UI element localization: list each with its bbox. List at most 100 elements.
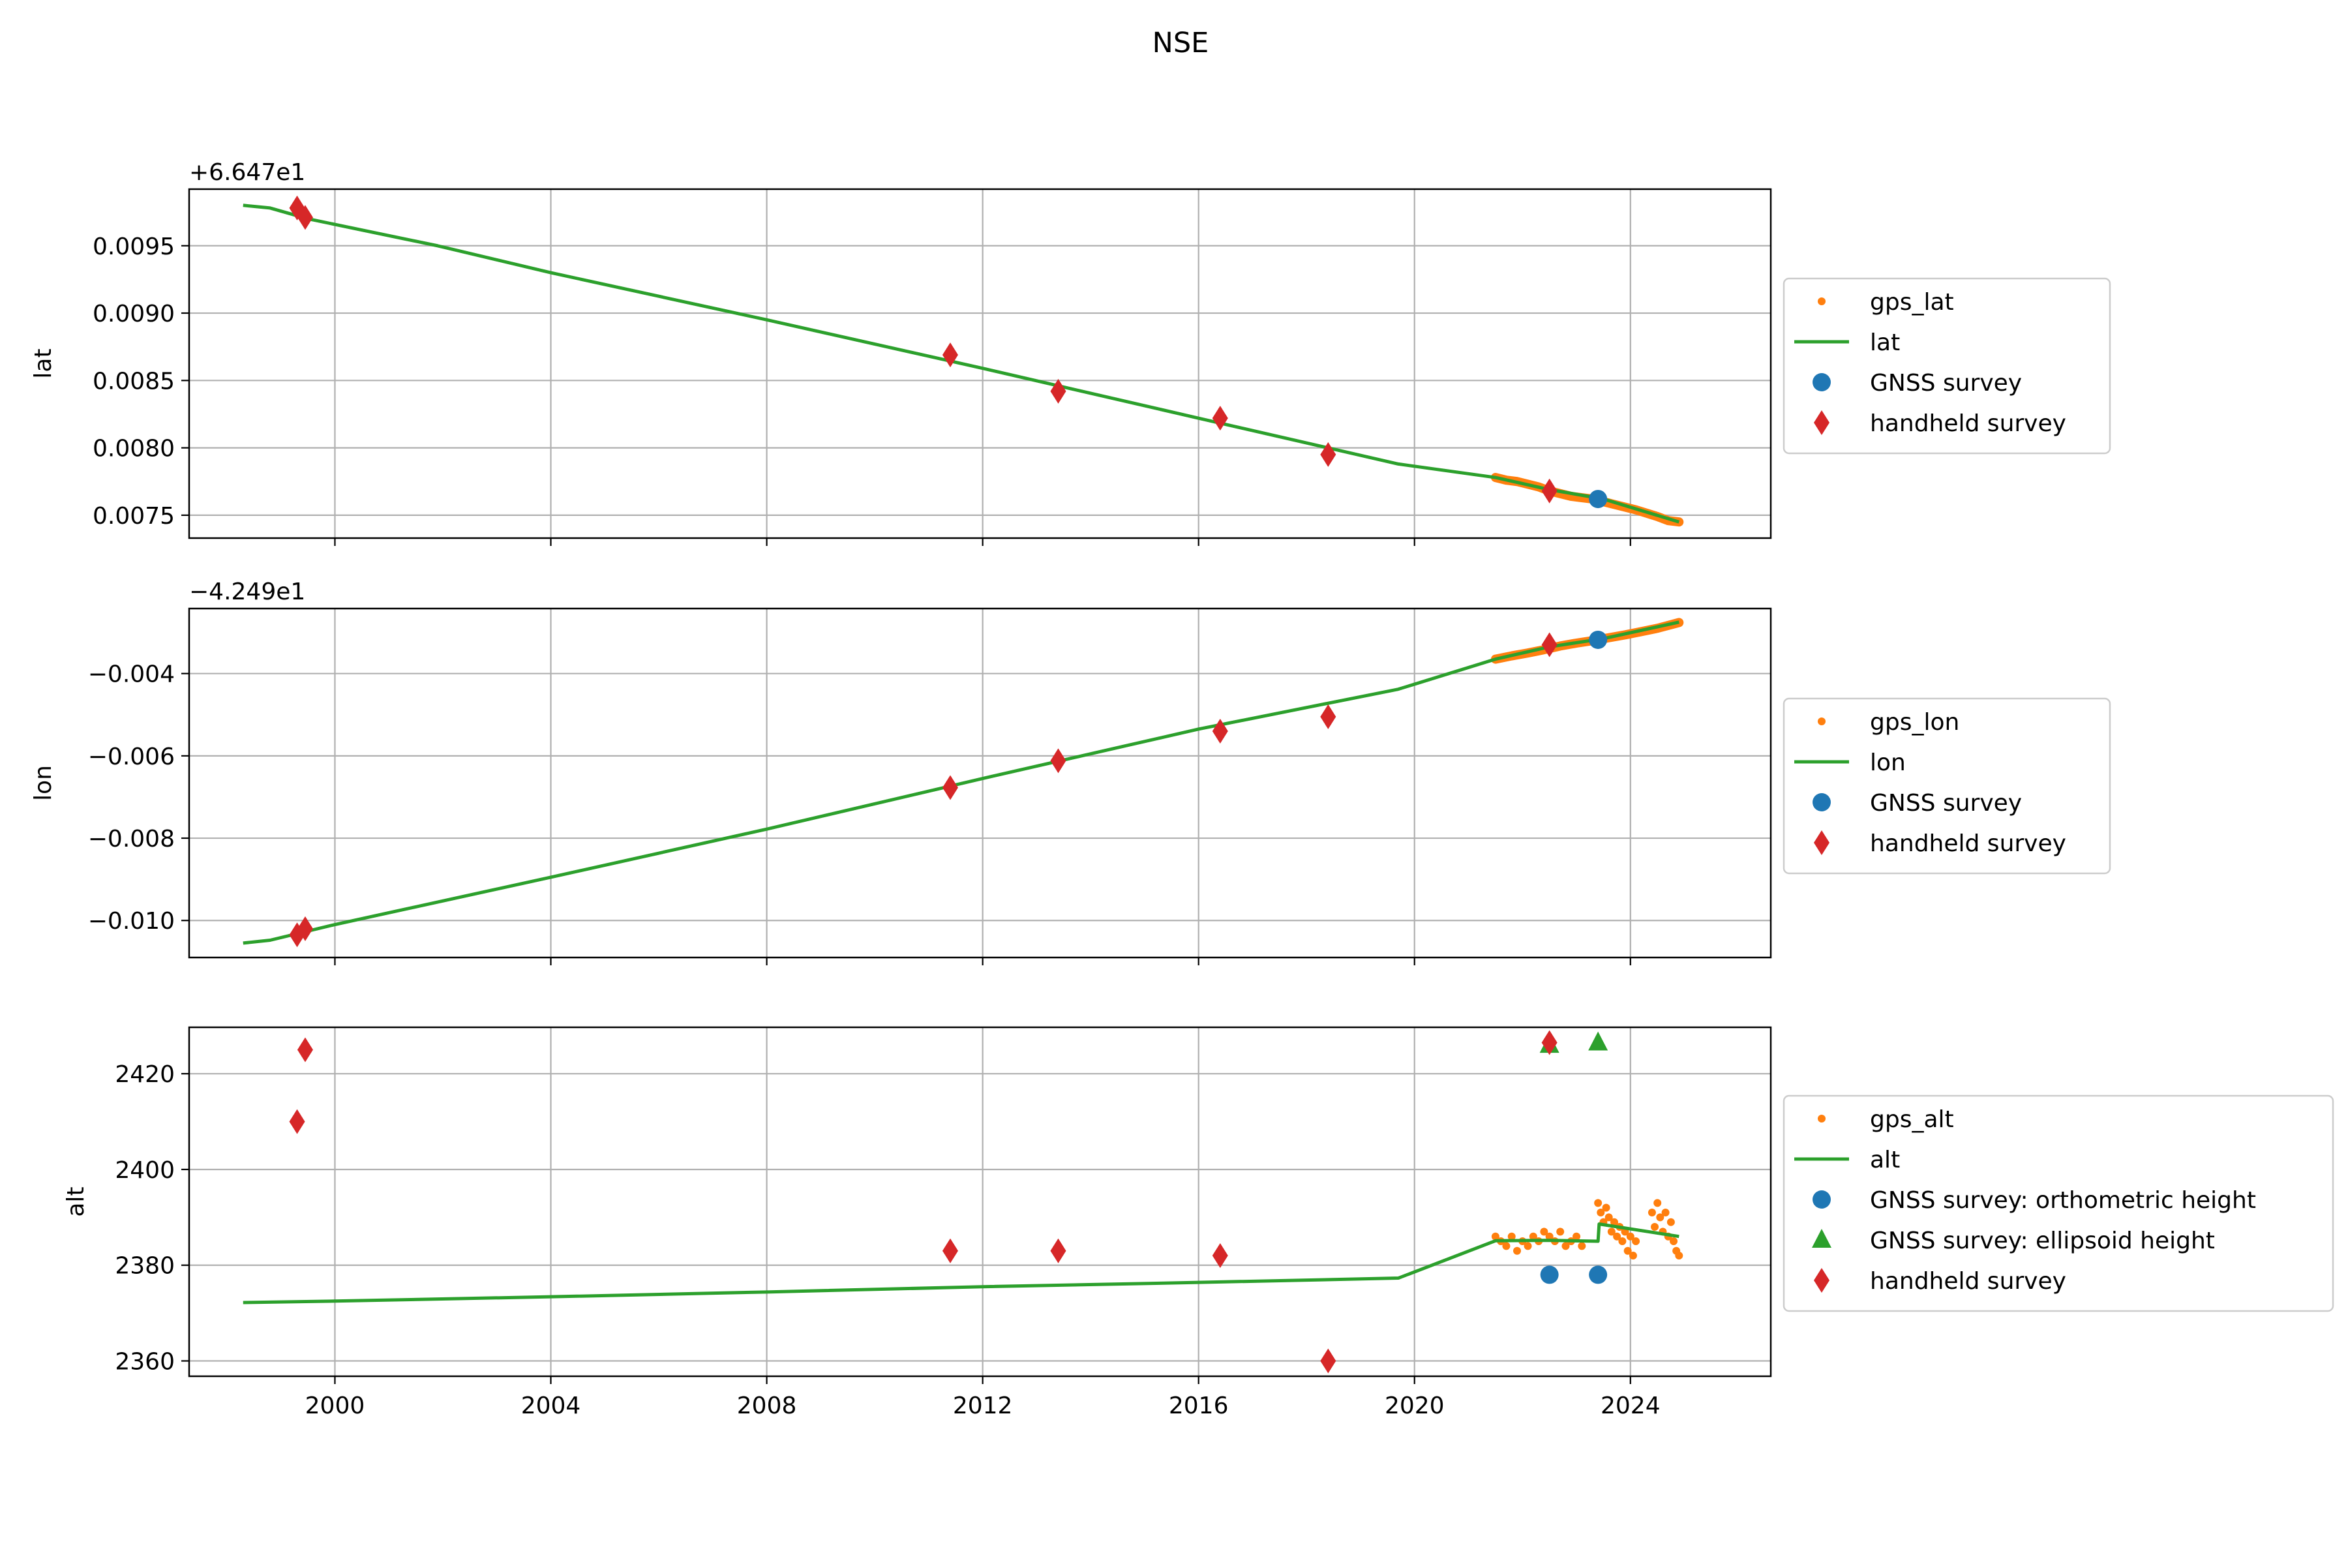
y-tick-label: 0.0095 [93,234,175,260]
figure-title: NSE [1152,27,1209,59]
data-point-gps_alt [1578,1242,1586,1250]
data-point-gps_alt [1573,1232,1581,1241]
data-point-gps_alt [1540,1228,1548,1236]
data-point-gps_alt [1618,1237,1627,1246]
data-point-handheld-survey [1541,478,1558,504]
data-point-gps_alt [1607,1228,1616,1236]
x-tick-label: 2024 [1601,1393,1661,1419]
legend-label: gps_lon [1870,709,1959,736]
legend-swatch-diamond [1814,410,1829,435]
data-point-gnss-survey-orthometric-height [1589,1265,1608,1284]
plot-data-lat [243,195,1684,527]
data-point-handheld-survey [1212,406,1228,431]
data-point-gps_alt [1653,1199,1662,1207]
legend-swatch-circle [1813,373,1831,391]
y-tick-label: 2360 [115,1349,175,1376]
data-point-gnss-survey-orthometric-height [1540,1265,1559,1284]
data-point-gnss-survey-ellipsoid-height [1588,1031,1608,1051]
x-tick-label: 2016 [1169,1393,1229,1419]
data-point-handheld-survey [297,205,313,230]
data-point-gps_alt [1632,1237,1640,1246]
data-point-gps_alt [1529,1232,1537,1241]
data-point-handheld-survey [942,1238,958,1263]
data-point-gps_alt [1602,1203,1610,1212]
y-tick-label: −0.008 [88,826,175,852]
legend-label: handheld survey [1870,1268,2066,1295]
data-point-handheld-survey [1541,1030,1558,1055]
legend-label: GNSS survey: ellipsoid height [1870,1228,2215,1254]
legend-label: handheld survey [1870,830,2066,857]
legend-swatch-diamond [1814,830,1829,855]
x-tick-label: 2012 [953,1393,1013,1419]
legend-label: GNSS survey [1870,790,2022,817]
legend-swatch-point [1818,297,1826,305]
subplot-lon: −0.010 −0.008 −0.006 −0.004 lon −4.249e1 [30,579,1772,965]
data-point-gps_alt [1545,1232,1554,1241]
y-axis-label: alt [63,1186,89,1216]
data-point-handheld-survey [297,916,313,941]
data-point-handheld-survey [1212,1243,1228,1269]
y-offset-label: +6.647e1 [189,159,305,186]
legend-label: lon [1870,749,1906,776]
legend-label: GNSS survey: orthometric height [1870,1187,2256,1214]
data-point-gps_alt [1675,1252,1683,1260]
y-tick-label: 0.0090 [93,301,175,327]
data-point-gps_alt [1561,1242,1570,1250]
y-axis-label: lon [30,765,57,801]
data-point-gps_alt [1629,1252,1637,1260]
data-point-gps_alt [1491,1232,1499,1241]
y-axis-label: lat [30,348,57,378]
axes-frame [188,607,1772,959]
data-point-handheld-survey [942,342,958,368]
y-tick-label: −0.010 [88,908,175,935]
legend-box [1783,1094,2334,1312]
data-point-gps_alt [1524,1242,1532,1250]
legend-label: lat [1870,329,1900,356]
y-tick-label: −0.006 [88,744,175,770]
data-point-gps_alt [1656,1213,1664,1222]
data-point-gps_alt [1613,1232,1621,1241]
data-point-gps_alt [1610,1218,1618,1226]
data-point-handheld-survey [1212,719,1228,744]
data-point-gps_alt [1661,1209,1670,1217]
data-point-handheld-survey [1320,442,1336,467]
x-tick-label: 2004 [521,1393,581,1419]
axes-frame [188,1026,1772,1378]
data-point-handheld-survey [1050,378,1066,404]
series-line-lon [243,620,1679,945]
data-point-handheld-survey [1320,704,1336,729]
y-tick-label: 0.0075 [93,503,175,530]
data-point-handheld-survey [1541,632,1558,657]
legend-label: handheld survey [1870,410,2066,437]
legend-box [1783,697,2111,875]
series-line-alt [243,1222,1679,1304]
data-point-handheld-survey [297,1037,313,1063]
data-point-handheld-survey [1320,1348,1336,1374]
x-tick-label: 2008 [737,1393,797,1419]
legend-label: gps_alt [1870,1106,1954,1133]
data-point-gps_alt [1670,1237,1678,1246]
y-offset-label: −4.249e1 [189,579,305,605]
y-tick-label: 0.0085 [93,368,175,395]
data-point-gnss-survey [1589,490,1608,509]
y-tick-label: 2380 [115,1253,175,1280]
data-point-gps_alt [1651,1223,1659,1231]
x-tick-label: 2020 [1385,1393,1445,1419]
y-tick-label: 0.0080 [93,436,175,462]
legend-swatch-diamond [1814,1268,1829,1293]
subplot-lat: 0.0075 0.0080 0.0085 0.0090 0.0095 lat +6.647e… [30,159,1772,546]
data-point-handheld-survey [1050,748,1066,774]
data-point-gnss-survey [1589,630,1608,649]
data-point-gps_alt [1604,1213,1613,1222]
subplot-alt: 2000 2004 2008 2012 2016 2020 2024 2360 2380 2400… [63,1026,1772,1419]
y-tick-label: 2400 [115,1157,175,1184]
legend-swatch-circle [1813,1190,1831,1209]
legend-label: GNSS survey [1870,370,2022,397]
legend-swatch-point [1818,717,1826,725]
data-point-gps_alt [1648,1209,1656,1217]
data-point-gps_alt [1513,1246,1522,1255]
